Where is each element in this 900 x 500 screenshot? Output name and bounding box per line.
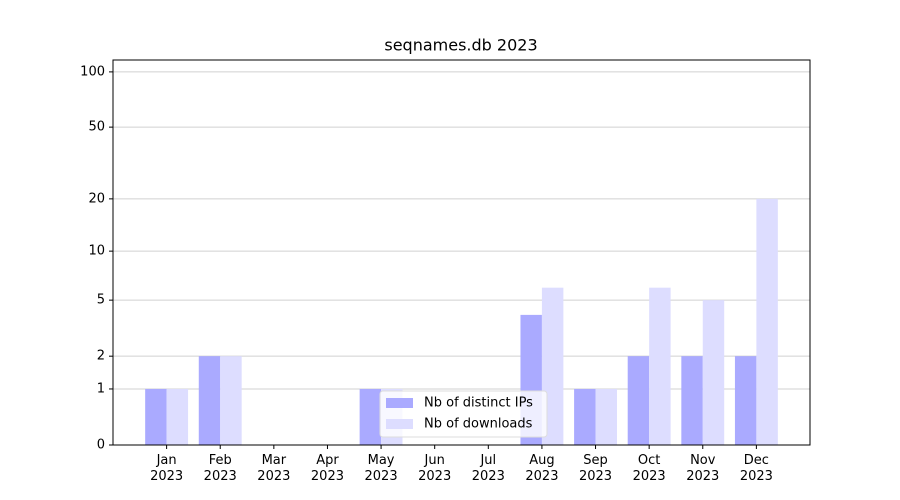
x-tick-label: Feb 2023 — [203, 453, 237, 484]
legend-box — [379, 390, 548, 438]
legend-swatch — [386, 419, 413, 429]
bar — [359, 388, 382, 445]
x-tick-label: Apr 2023 — [310, 453, 344, 484]
x-tick-label: Aug 2023 — [525, 453, 559, 484]
y-tick-label: 0 — [97, 438, 105, 453]
bar — [649, 287, 671, 445]
bar — [681, 356, 703, 445]
x-tick-label: Dec 2023 — [739, 453, 773, 484]
bar — [574, 388, 596, 445]
x-tick-label: Oct 2023 — [632, 453, 666, 484]
y-tick-label: 50 — [88, 120, 105, 135]
legend-label: Nb of distinct IPs — [424, 396, 533, 411]
x-tick-label: Mar 2023 — [257, 453, 291, 484]
x-tick-label: Jan 2023 — [150, 453, 184, 484]
y-tick-label: 10 — [88, 244, 105, 259]
bar — [166, 388, 189, 445]
legend-label: Nb of downloads — [424, 417, 533, 432]
bar — [734, 356, 757, 445]
bar — [145, 388, 167, 445]
y-tick-label: 100 — [80, 64, 105, 79]
x-tick-label: Jul 2023 — [471, 453, 505, 484]
y-tick-label: 5 — [97, 293, 105, 308]
legend: Nb of distinct IPs Nb of downloads — [379, 390, 548, 438]
chart-title: seqnames.db 2023 — [384, 36, 537, 55]
plot-frame — [112, 59, 811, 446]
bar — [595, 388, 617, 445]
y-tick-label: 20 — [88, 191, 105, 206]
bar — [220, 356, 242, 445]
bar — [756, 198, 778, 445]
y-tick-label: 1 — [97, 381, 105, 396]
bar — [702, 300, 725, 445]
x-tick-label: May 2023 — [364, 453, 398, 484]
x-tick-label: Jun 2023 — [418, 453, 452, 484]
x-tick-label: Nov 2023 — [686, 453, 720, 484]
legend-swatch — [386, 398, 413, 408]
bar — [627, 356, 650, 445]
x-tick-label: Sep 2023 — [578, 453, 613, 484]
bar — [198, 356, 221, 445]
y-tick-label: 2 — [97, 349, 105, 364]
